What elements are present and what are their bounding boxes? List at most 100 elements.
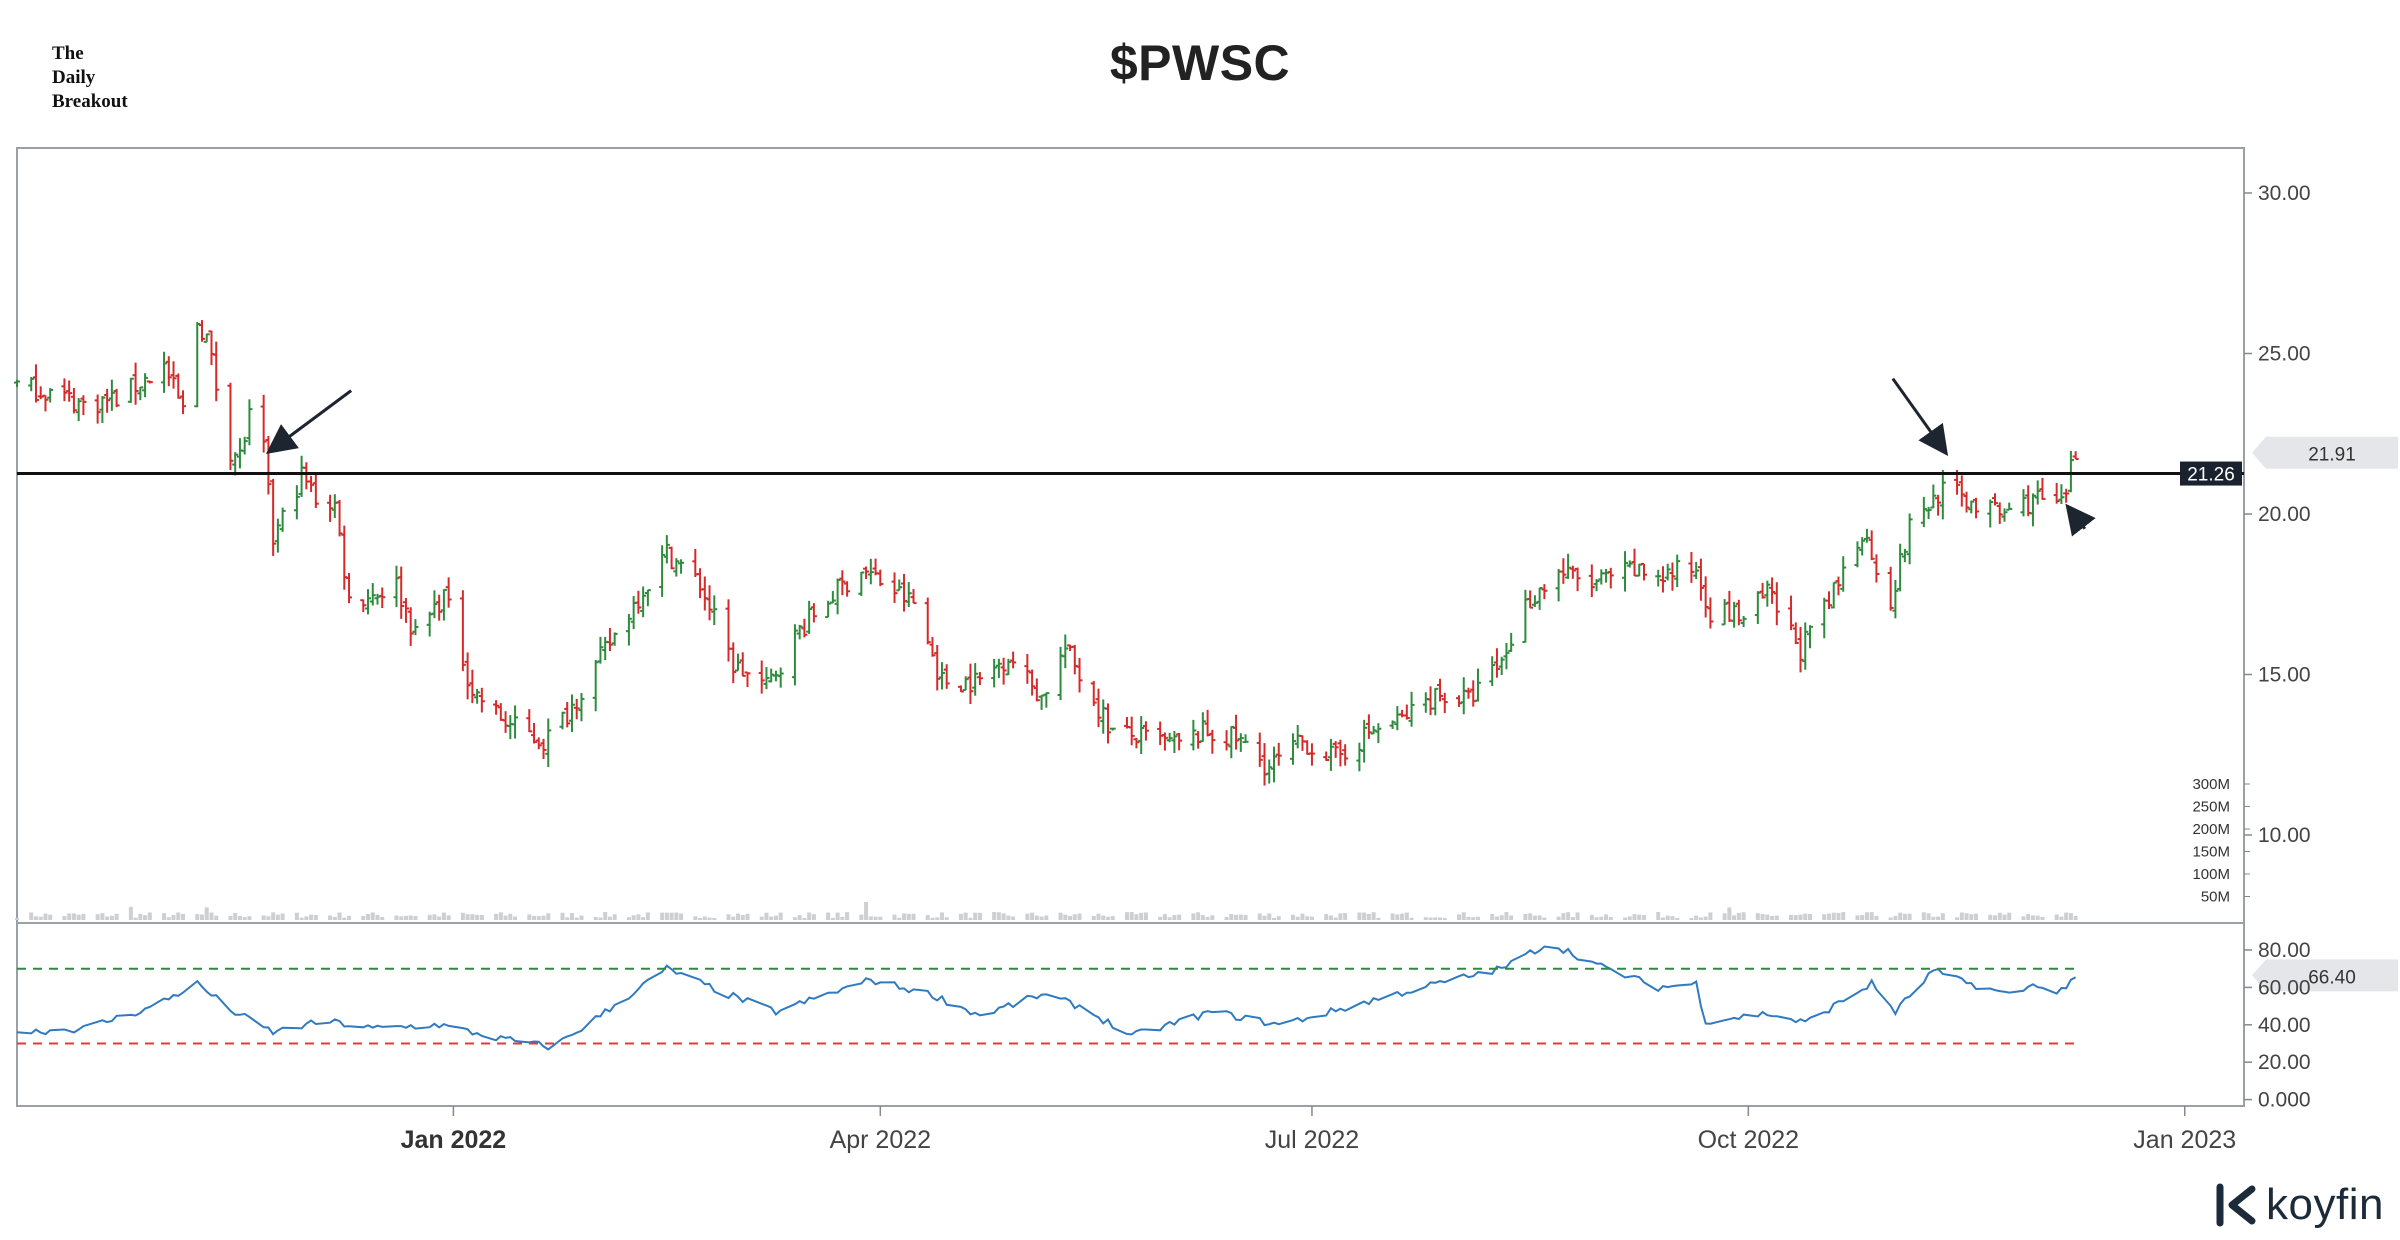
- ohlc-bar: [976, 672, 983, 686]
- ohlc-bar: [137, 386, 144, 401]
- ohlc-bar: [1237, 733, 1244, 752]
- volume-bar: [840, 916, 845, 920]
- ohlc-bar: [198, 320, 205, 342]
- volume-tick-label: 100M: [2192, 866, 2230, 883]
- volume-bar: [1874, 915, 1879, 920]
- ohlc-bar: [14, 379, 20, 388]
- volume-bar: [1656, 912, 1661, 920]
- rsi-line: [16, 945, 2077, 1051]
- chart-title: $PWSC: [1109, 35, 1291, 91]
- ohlc-bar: [1854, 541, 1861, 568]
- ohlc-bar: [1223, 730, 1230, 751]
- ohlc-bar: [1522, 589, 1529, 644]
- volume-tick-label: 300M: [2192, 776, 2230, 793]
- ohlc-bar: [1342, 744, 1349, 766]
- ohlc-bar: [32, 364, 39, 403]
- volume-bar: [2035, 915, 2040, 920]
- ohlc-bar: [402, 598, 409, 623]
- volume-bar: [726, 914, 731, 920]
- price-tick-label: 30.00: [2258, 182, 2311, 205]
- ohlc-bar: [1797, 626, 1804, 673]
- volume-bar: [1039, 916, 1044, 920]
- ohlc-bar: [1958, 475, 1965, 507]
- ohlc-bar: [1527, 590, 1534, 609]
- volume-bar: [81, 913, 86, 920]
- volume-bar: [1457, 914, 1461, 920]
- ohlc-bar: [640, 586, 647, 618]
- volume-bars: [15, 902, 2078, 920]
- ohlc-bar: [1071, 644, 1078, 675]
- volume-bar: [631, 915, 636, 920]
- ohlc-bar: [1010, 651, 1017, 669]
- ohlc-bar: [327, 494, 334, 522]
- svg-text:21.91: 21.91: [2308, 445, 2356, 466]
- volume-bar: [759, 916, 764, 920]
- ohlc-bar: [1792, 622, 1799, 645]
- ohlc-bar: [592, 660, 599, 712]
- volume-bar: [1826, 913, 1831, 920]
- ohlc-bar: [1835, 576, 1842, 596]
- ohlc-bar: [1375, 723, 1382, 744]
- volume-bar: [380, 917, 385, 920]
- ohlc-bar: [1190, 719, 1197, 751]
- ohlc-bar: [70, 387, 77, 414]
- volume-bar: [413, 916, 418, 920]
- rsi-tick-label: 20.00: [2258, 1051, 2311, 1074]
- volume-bar: [2021, 916, 2026, 920]
- ohlc-bar: [1764, 580, 1771, 607]
- volume-bar: [347, 915, 352, 920]
- volume-bar: [679, 913, 684, 920]
- ohlc-bar: [1607, 567, 1614, 589]
- ohlc-bar: [236, 438, 243, 469]
- volume-bar: [1741, 912, 1746, 920]
- price-tick-label: 10.00: [2258, 824, 2311, 847]
- volume-bar: [1191, 913, 1196, 920]
- ohlc-bar: [1228, 725, 1235, 759]
- ohlc-bar: [2034, 480, 2041, 505]
- rsi-series: [16, 945, 2077, 1051]
- volume-bar: [2030, 915, 2035, 920]
- volume-bar: [1755, 913, 1760, 920]
- ohlc-bar: [744, 671, 751, 688]
- ohlc-bar: [1038, 694, 1045, 710]
- ohlc-bar: [810, 603, 817, 623]
- ohlc-bar: [535, 737, 542, 750]
- volume-bar: [977, 912, 982, 920]
- volume-bar: [470, 914, 475, 920]
- ohlc-bar: [1892, 579, 1899, 619]
- volume-bar: [541, 915, 546, 920]
- ohlc-bar: [28, 376, 35, 392]
- ohlc-bar: [1622, 551, 1629, 592]
- ohlc-bar: [545, 718, 552, 768]
- ohlc-bar: [739, 652, 746, 677]
- ohlc-bar: [929, 636, 936, 657]
- volume-bar: [465, 914, 470, 920]
- volume-bar: [1162, 914, 1167, 920]
- volume-bar: [62, 916, 67, 920]
- ohlc-bar: [407, 607, 414, 646]
- volume-bar: [1703, 916, 1708, 920]
- volume-bar: [1238, 914, 1243, 920]
- volume-bar: [1262, 915, 1267, 920]
- ohlc-bar: [1697, 558, 1704, 601]
- volume-bar: [33, 916, 38, 920]
- ohlc-bar: [564, 702, 571, 728]
- volume-bar: [593, 917, 598, 920]
- volume-bar: [607, 916, 612, 920]
- ohlc-bar: [2067, 450, 2074, 493]
- ohlc-bar: [146, 380, 153, 384]
- ohlc-bar: [1033, 678, 1040, 702]
- ohlc-bar: [208, 330, 215, 366]
- ohlc-bar: [1659, 566, 1666, 593]
- volume-bar: [669, 912, 674, 920]
- volume-bar: [873, 916, 878, 920]
- rsi-last-badge: 66.40: [2252, 959, 2398, 992]
- ohlc-bar: [625, 613, 632, 646]
- volume-bar: [399, 916, 404, 920]
- volume-bar: [366, 914, 371, 920]
- volume-bar: [1177, 914, 1182, 920]
- ohlc-bar: [336, 499, 343, 537]
- ohlc-bar: [1104, 703, 1111, 744]
- ohlc-bar: [346, 573, 353, 604]
